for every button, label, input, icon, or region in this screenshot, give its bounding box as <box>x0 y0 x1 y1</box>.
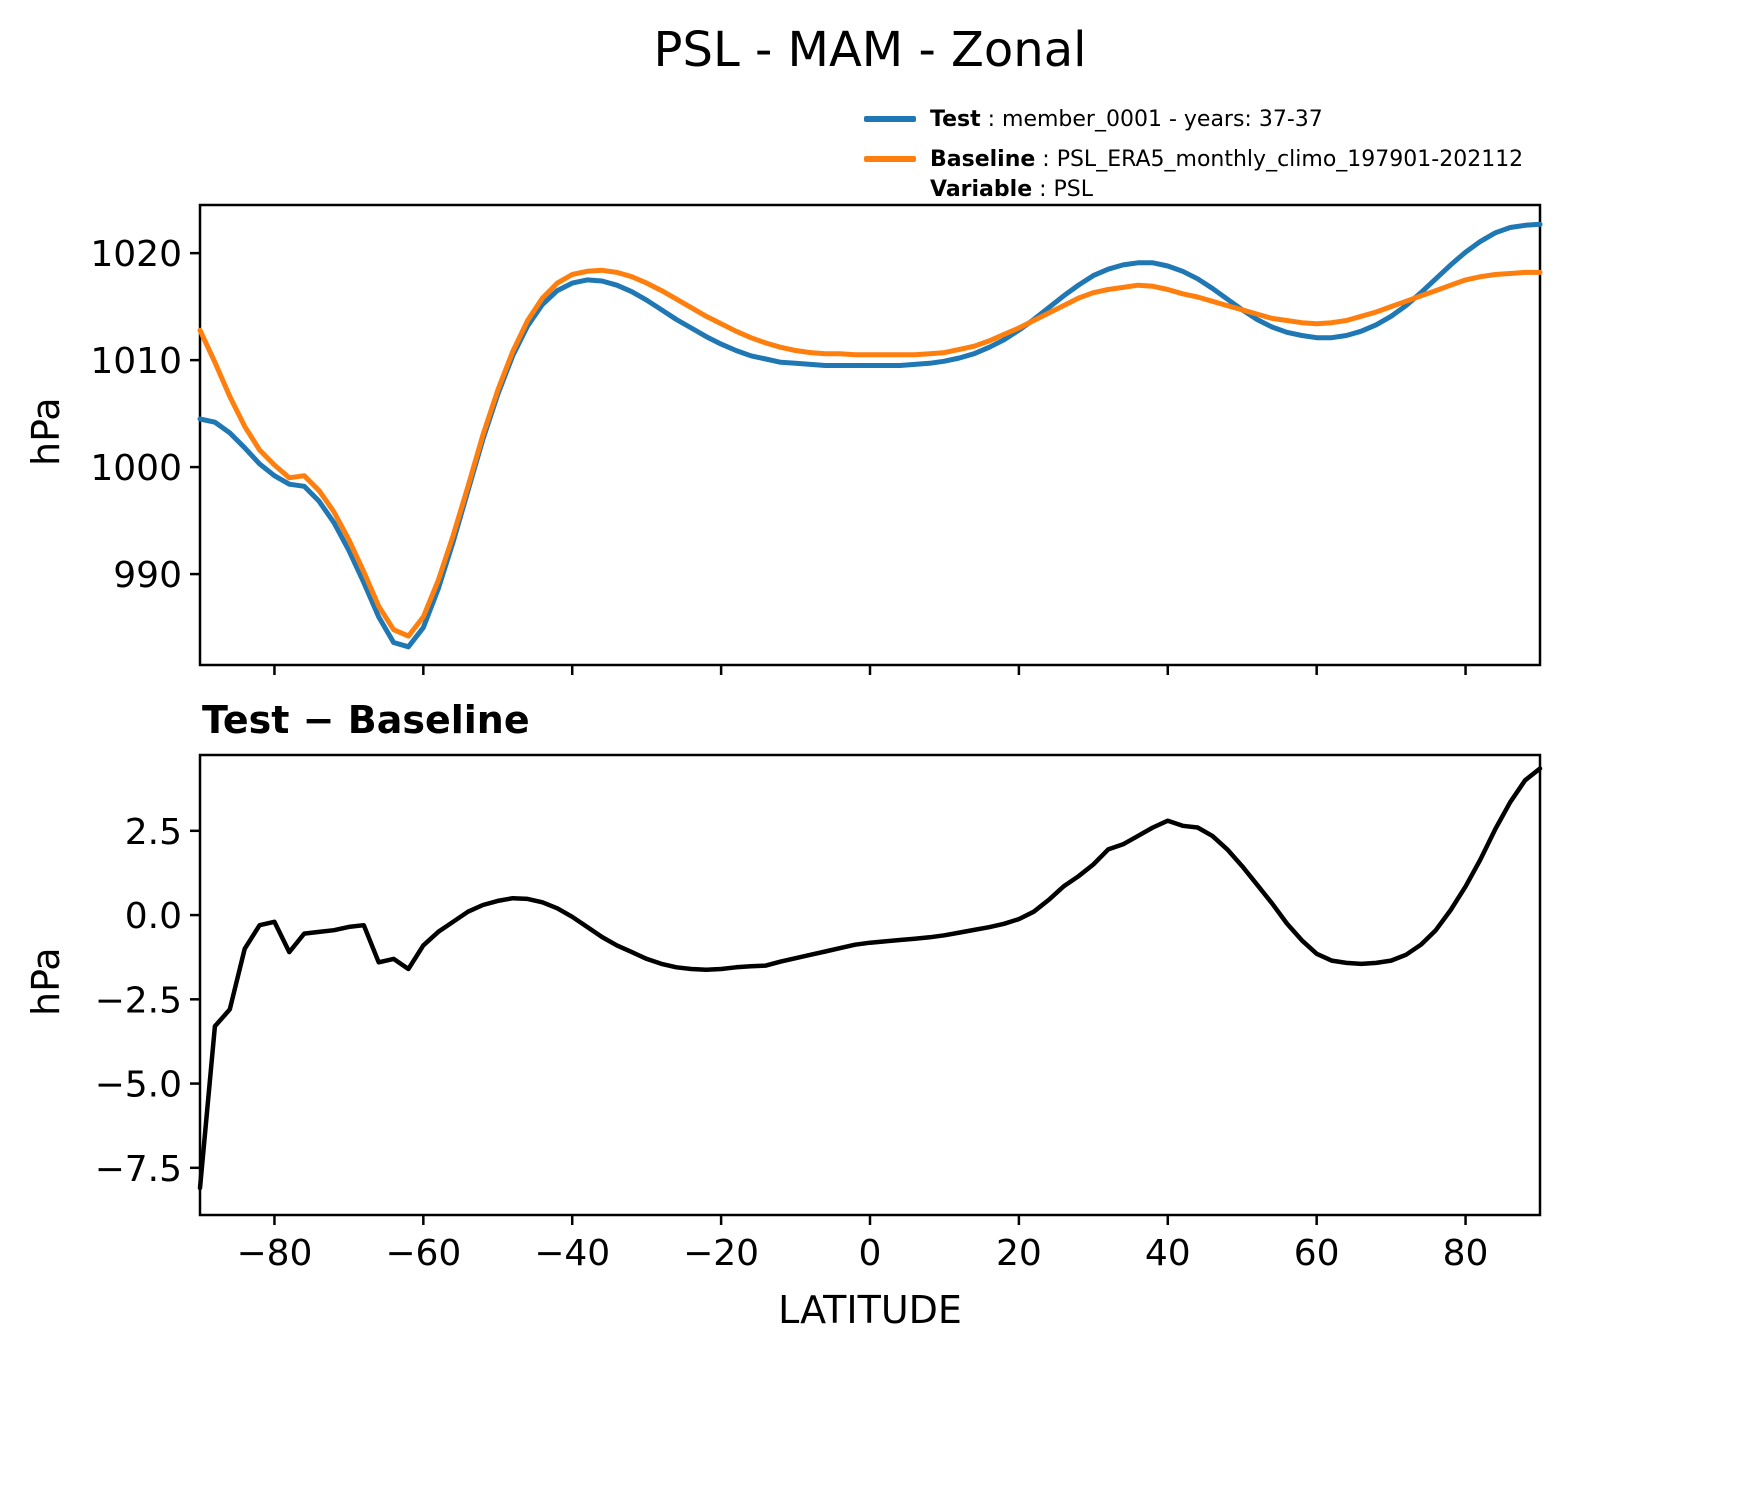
legend-label-variable: Variable <box>930 176 1033 202</box>
test-line-swatch <box>864 116 916 122</box>
legend-value-baseline: PSL_ERA5_monthly_climo_197901-202112 <box>1056 146 1524 172</box>
svg-text:−2.5: −2.5 <box>95 980 182 1021</box>
legend: Test : member_0001 - years: 37-37 Baseli… <box>864 104 1523 204</box>
svg-text:2.5: 2.5 <box>125 812 182 853</box>
page-title: PSL - MAM - Zonal <box>653 22 1087 78</box>
svg-text:−7.5: −7.5 <box>95 1149 182 1190</box>
svg-text:−60: −60 <box>385 1233 461 1274</box>
svg-text:−80: −80 <box>236 1233 312 1274</box>
svg-text:1020: 1020 <box>90 234 182 275</box>
svg-text:−40: −40 <box>534 1233 610 1274</box>
svg-text:0: 0 <box>859 1233 882 1274</box>
svg-text:−5.0: −5.0 <box>95 1065 182 1106</box>
legend-item-baseline: Baseline : PSL_ERA5_monthly_climo_197901… <box>864 144 1523 174</box>
svg-text:60: 60 <box>1294 1233 1340 1274</box>
svg-text:1010: 1010 <box>90 341 182 382</box>
legend-item-test: Test : member_0001 - years: 37-37 <box>864 104 1523 134</box>
legend-separator: : <box>1035 146 1057 172</box>
baseline-line-swatch <box>864 156 916 162</box>
svg-text:0.0: 0.0 <box>125 896 182 937</box>
y-axis-label-top: hPa <box>24 397 68 466</box>
legend-label-baseline: Baseline <box>930 146 1036 172</box>
legend-separator: : <box>1032 176 1054 202</box>
x-axis-label: LATITUDE <box>778 1288 962 1332</box>
difference-panel-title: Test − Baseline <box>202 698 530 742</box>
legend-item-variable: Variable : PSL <box>864 174 1523 204</box>
legend-label-test: Test <box>930 106 981 132</box>
svg-text:−20: −20 <box>683 1233 759 1274</box>
y-axis-label-bottom: hPa <box>24 947 68 1016</box>
legend-separator: : <box>980 106 1003 132</box>
svg-text:40: 40 <box>1145 1233 1191 1274</box>
svg-text:990: 990 <box>113 555 182 596</box>
svg-text:20: 20 <box>996 1233 1042 1274</box>
svg-text:80: 80 <box>1443 1233 1489 1274</box>
legend-value-test: member_0001 - years: 37-37 <box>1002 106 1323 132</box>
svg-text:1000: 1000 <box>90 448 182 489</box>
legend-value-variable: PSL <box>1053 176 1094 202</box>
